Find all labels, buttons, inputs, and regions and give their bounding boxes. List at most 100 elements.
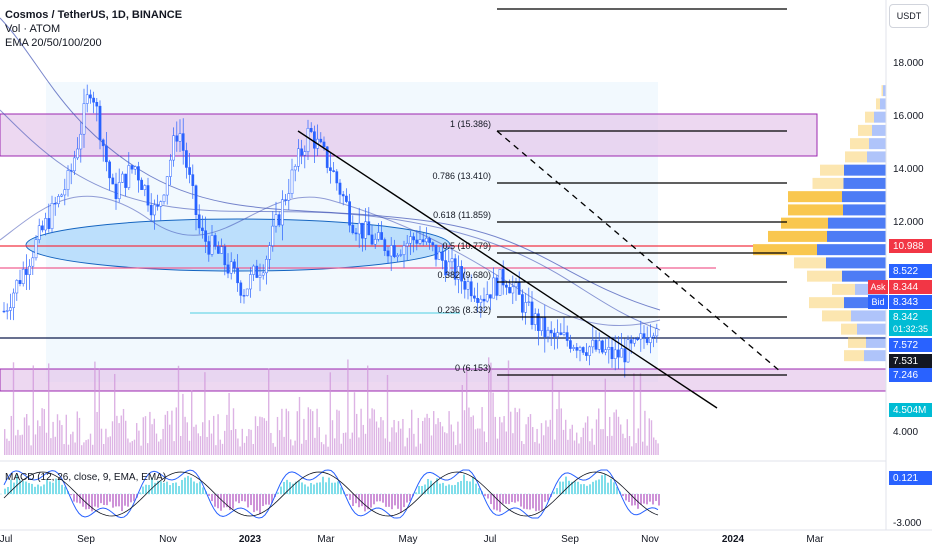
macd-histogram-bar (541, 494, 543, 511)
volume-bar (413, 433, 415, 455)
volume-bar (391, 427, 393, 455)
volume-bar (272, 443, 274, 455)
projection-dashed-line (496, 130, 782, 373)
volume-bar (274, 446, 276, 455)
volume-bar (479, 428, 481, 455)
volume-bar (164, 414, 166, 455)
volume-bar (120, 415, 122, 455)
currency-button[interactable]: USDT (889, 4, 929, 28)
volume-bar (250, 429, 252, 455)
ema-legend[interactable]: EMA 20/50/100/200 (5, 37, 102, 49)
candle-body (114, 183, 118, 199)
volume-bar (452, 431, 455, 455)
volume-bar (45, 432, 48, 455)
volume-bar (133, 439, 136, 455)
candle-body (636, 338, 639, 340)
macd-histogram-bar (397, 494, 399, 509)
macd-histogram-bar (244, 494, 246, 502)
volume-bar (635, 443, 637, 455)
volume-bar (369, 418, 371, 455)
volume-bar (598, 408, 600, 455)
volume-legend[interactable]: Vol · ATOM (5, 23, 61, 35)
volume-bar (529, 414, 532, 455)
candle-body (258, 274, 262, 278)
volume-bar (474, 429, 477, 455)
time-axis[interactable]: Jul Sep Nov 2023 Mar May Jul Sep Nov 2024 Mar (0, 534, 824, 545)
fib-level-label: 0.236 (8.332) (437, 305, 491, 315)
volume-bar (61, 425, 63, 455)
macd-histogram-bar (370, 494, 372, 508)
macd-legend[interactable]: MACD (12, 26, close, 9, EMA, EMA) (5, 472, 167, 483)
fib-level-label: 0.382 (9.680) (437, 270, 491, 280)
macd-histogram-bar (424, 484, 426, 494)
volume-bar (140, 445, 142, 455)
volume-bar (397, 421, 400, 455)
candle-body (306, 128, 310, 152)
volume-bar (232, 408, 235, 455)
macd-histogram-bar (25, 481, 27, 494)
downtrend-line (297, 130, 718, 409)
candle-body (175, 135, 179, 142)
volume-bar (639, 373, 642, 455)
candle-body (623, 348, 627, 363)
volume-bar (512, 433, 514, 455)
volume-bar (336, 409, 338, 455)
macd-histogram-bar (226, 494, 228, 508)
candle-body (313, 131, 316, 149)
fib-level-label: 0 (6.153) (455, 363, 491, 373)
symbol-title[interactable]: Cosmos / TetherUS, 1D, BINANCE (5, 9, 183, 21)
volume-badge-value: 4.504M (893, 405, 926, 416)
vp-down-bar (844, 164, 886, 176)
volume-bar (510, 411, 512, 455)
macd-histogram-bar (220, 494, 222, 511)
x-tick-label: Sep (561, 534, 579, 545)
candle-body (556, 332, 559, 338)
macd-histogram-bar (592, 481, 594, 494)
vp-down-bar (857, 323, 886, 335)
macd-histogram-bar (421, 485, 423, 494)
y-tick-label: 14.000 (893, 164, 924, 175)
volume-bar (646, 445, 648, 455)
candle-body (79, 133, 83, 150)
macd-histogram-bar (517, 494, 519, 502)
ask-bid-tag (868, 295, 888, 309)
volume-bar (169, 424, 171, 455)
macd-histogram-bar (322, 476, 324, 494)
volume-bar (419, 443, 422, 455)
volume-bar (314, 437, 316, 455)
volume-bar (287, 411, 290, 455)
candles (2, 84, 659, 378)
vp-down-bar (842, 270, 886, 282)
candle-body (149, 204, 153, 216)
macd-histogram-bar (247, 494, 249, 508)
candle-body (213, 235, 217, 247)
volume-bar (499, 416, 501, 455)
volume-bar (384, 438, 386, 455)
macd-histogram-bar (361, 494, 363, 507)
volume-bar (98, 368, 100, 455)
candle-body (28, 265, 31, 275)
macd-histogram-bar (256, 494, 258, 511)
macd-histogram-bar (454, 484, 456, 494)
vp-up-bar (865, 111, 874, 123)
candle-body (437, 251, 441, 260)
candle-body (540, 317, 543, 331)
volume-bar (270, 432, 272, 455)
volume-bar (426, 413, 428, 455)
macd-histogram-bar (409, 494, 411, 502)
candle-body (178, 133, 182, 142)
volume-bar (488, 357, 490, 455)
candle-body (217, 246, 220, 254)
x-tick-label: Jul (484, 534, 497, 545)
volume-bar (602, 429, 604, 455)
macd-histogram-bar (382, 494, 384, 503)
vp-up-bar (858, 124, 872, 136)
volume-bar (248, 429, 250, 455)
macd-histogram-bar (553, 491, 555, 494)
macd-histogram-bar (559, 481, 561, 494)
price-axis[interactable]: 18.000 16.000 14.000 12.000 4.000 -3.000 (893, 58, 924, 529)
volume-bar (279, 430, 281, 455)
macd-histogram-bar (112, 494, 114, 508)
macd-histogram-bar (271, 494, 273, 503)
